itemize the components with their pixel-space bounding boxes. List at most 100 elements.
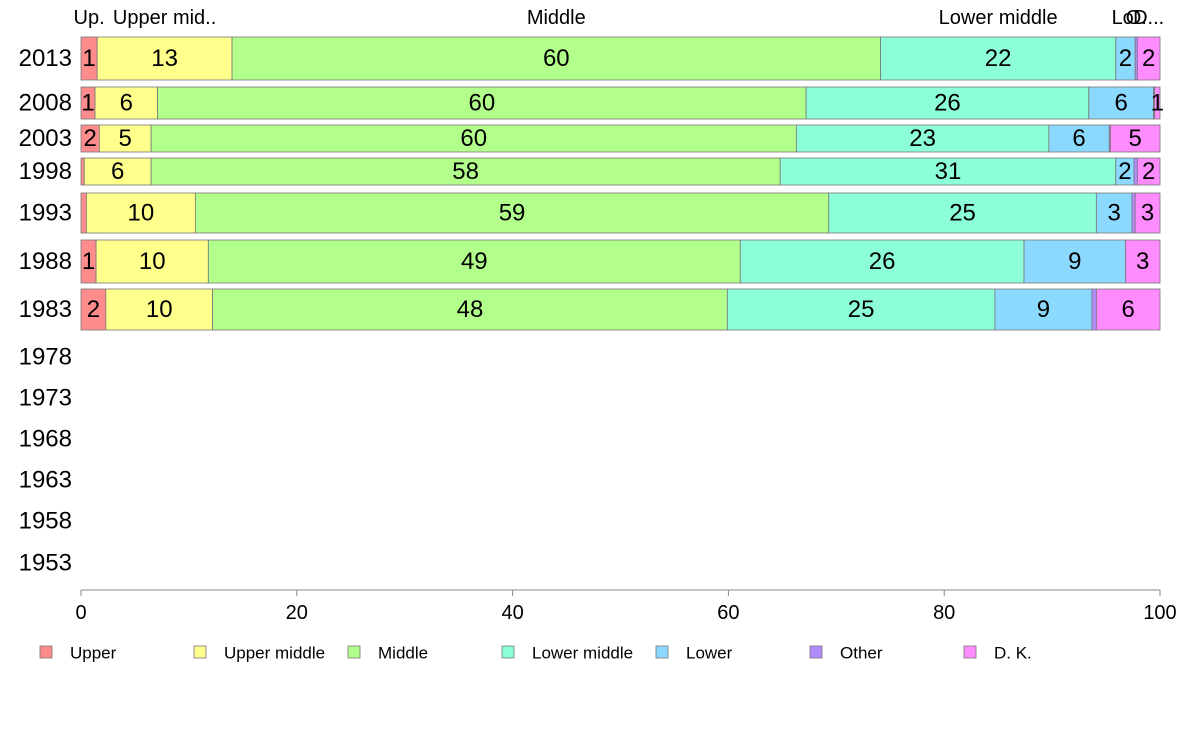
bar-segment-1998-upper-middle bbox=[83, 157, 152, 186]
legend-label-6: D. K. bbox=[994, 644, 1032, 663]
year-label-2013: 2013 bbox=[19, 45, 72, 72]
data-label-1993-3: 25 bbox=[949, 200, 976, 227]
bar-segment-1988-lower-middle bbox=[739, 239, 1025, 284]
year-label-1993: 1993 bbox=[19, 200, 72, 227]
data-label-2008-4: 6 bbox=[1114, 90, 1127, 117]
data-label-1983-3: 25 bbox=[848, 296, 875, 323]
data-label-2013-1: 13 bbox=[151, 45, 178, 72]
bar-segment-1993-lower bbox=[1095, 192, 1133, 234]
data-label-2008-3: 26 bbox=[934, 90, 961, 117]
bar-segment-2003-middle bbox=[150, 124, 797, 153]
x-tick-label-0: 0 bbox=[75, 602, 86, 624]
bar-segment-1993-lower-middle bbox=[828, 192, 1097, 234]
data-label-1993-4: 3 bbox=[1107, 200, 1120, 227]
bar-segment-2003-lower-middle bbox=[795, 124, 1050, 153]
x-tick-label-100: 100 bbox=[1143, 602, 1176, 624]
bar-segment-1988-middle bbox=[207, 239, 741, 284]
data-label-1983-2: 48 bbox=[457, 296, 484, 323]
x-tick-label-20: 20 bbox=[286, 602, 308, 624]
bar-segment-2003-d-k- bbox=[1109, 124, 1161, 153]
data-label-2008-2: 60 bbox=[468, 90, 495, 117]
data-label-2008-1: 6 bbox=[120, 90, 133, 117]
bar-segment-1983-lower bbox=[994, 288, 1093, 331]
legend-swatch-2 bbox=[347, 645, 361, 659]
data-label-1988-1: 10 bbox=[139, 248, 166, 275]
legend-swatch-1 bbox=[193, 645, 207, 659]
data-label-1993-2: 59 bbox=[499, 200, 526, 227]
data-label-1988-3: 26 bbox=[869, 248, 896, 275]
bar-segment-1988-upper-middle bbox=[95, 239, 209, 284]
bar-segment-2013-d-k- bbox=[1136, 36, 1161, 81]
top-series-label-6: D... bbox=[1133, 7, 1164, 29]
bar-segment-1998-upper bbox=[80, 157, 85, 186]
bar-segment-1998-d-k- bbox=[1136, 157, 1161, 186]
data-label-2003-3: 23 bbox=[909, 125, 936, 152]
legend-swatch-0 bbox=[39, 645, 53, 659]
legend-swatch-4 bbox=[655, 645, 669, 659]
bar-segment-2008-d-k- bbox=[1154, 86, 1161, 120]
bar-segment-1993-other bbox=[1131, 192, 1136, 234]
bar-segment-1998-middle bbox=[150, 157, 781, 186]
data-label-1983-1: 10 bbox=[146, 296, 173, 323]
bar-segment-1983-d-k- bbox=[1095, 288, 1161, 331]
data-label-1988-2: 49 bbox=[461, 248, 488, 275]
bar-segment-1993-d-k- bbox=[1134, 192, 1161, 234]
data-label-2013-3: 22 bbox=[985, 45, 1012, 72]
legend-swatch-3 bbox=[501, 645, 515, 659]
legend-label-0: Upper bbox=[70, 644, 117, 663]
year-label-1958: 1958 bbox=[19, 508, 72, 535]
bar-segment-1988-d-k- bbox=[1125, 239, 1161, 284]
data-label-2003-4: 6 bbox=[1072, 125, 1085, 152]
bar-segment-2013-middle bbox=[231, 36, 881, 81]
bar-segment-2008-lower bbox=[1088, 86, 1154, 120]
bar-segment-1998-other bbox=[1133, 157, 1138, 186]
data-label-2013-4: 2 bbox=[1119, 45, 1132, 72]
x-tick-label-80: 80 bbox=[933, 602, 955, 624]
year-label-1963: 1963 bbox=[19, 467, 72, 494]
bar-segment-1993-upper bbox=[80, 192, 87, 234]
bar-segment-1983-other bbox=[1091, 288, 1097, 331]
year-label-1978: 1978 bbox=[19, 344, 72, 371]
data-label-2013-6: 2 bbox=[1142, 45, 1155, 72]
data-label-1998-2: 58 bbox=[452, 158, 479, 185]
legend-label-2: Middle bbox=[378, 644, 428, 663]
data-label-2013-2: 60 bbox=[543, 45, 570, 72]
data-label-1993-1: 10 bbox=[128, 200, 155, 227]
data-label-1988-6: 3 bbox=[1136, 248, 1149, 275]
legend-label-5: Other bbox=[840, 644, 883, 663]
data-label-1993-6: 3 bbox=[1141, 200, 1154, 227]
legend-label-1: Upper middle bbox=[224, 644, 325, 663]
year-label-2008: 2008 bbox=[19, 90, 72, 117]
legend-label-4: Lower bbox=[686, 644, 733, 663]
year-label-2003: 2003 bbox=[19, 125, 72, 152]
x-tick-label-40: 40 bbox=[501, 602, 523, 624]
year-label-1968: 1968 bbox=[19, 426, 72, 453]
data-label-2003-1: 5 bbox=[119, 125, 132, 152]
x-tick-label-60: 60 bbox=[717, 602, 739, 624]
data-label-2008-6: 1 bbox=[1151, 90, 1164, 117]
bar-segment-1983-upper-middle bbox=[105, 288, 214, 331]
year-label-1973: 1973 bbox=[19, 385, 72, 412]
top-series-label-1: Upper mid.. bbox=[113, 7, 216, 29]
bar-segment-1998-lower-middle bbox=[779, 157, 1117, 186]
data-label-2013-0: 1 bbox=[82, 45, 95, 72]
year-label-1988: 1988 bbox=[19, 248, 72, 275]
bar-segment-1993-upper-middle bbox=[85, 192, 196, 234]
top-series-label-5: O. bbox=[1126, 7, 1147, 29]
legend-swatch-6 bbox=[963, 645, 977, 659]
bar-segment-2013-upper-middle bbox=[96, 36, 233, 81]
bar-segment-2003-upper-middle bbox=[98, 124, 152, 153]
data-label-2003-0: 2 bbox=[83, 125, 96, 152]
data-label-2003-2: 60 bbox=[460, 125, 487, 152]
data-label-1988-4: 9 bbox=[1068, 248, 1081, 275]
bar-segment-2003-lower bbox=[1048, 124, 1110, 153]
bar-segment-1983-middle bbox=[212, 288, 728, 331]
data-label-1998-1: 6 bbox=[111, 158, 124, 185]
bar-segment-2008-middle bbox=[157, 86, 807, 120]
data-label-1988-0: 1 bbox=[82, 248, 95, 275]
data-label-1998-4: 2 bbox=[1118, 158, 1131, 185]
legend-swatch-5 bbox=[809, 645, 823, 659]
top-series-label-3: Lower middle bbox=[939, 7, 1058, 29]
bar-segment-1983-lower-middle bbox=[726, 288, 996, 331]
